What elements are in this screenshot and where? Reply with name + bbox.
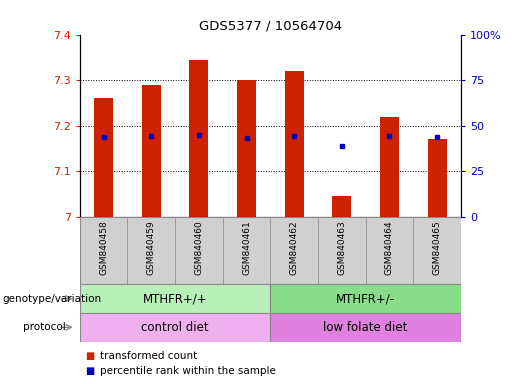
Bar bbox=[237, 80, 256, 217]
Bar bbox=[80, 217, 128, 284]
Text: GSM840460: GSM840460 bbox=[195, 220, 203, 275]
Bar bbox=[366, 217, 413, 284]
Bar bbox=[270, 313, 461, 342]
Bar bbox=[190, 60, 209, 217]
Bar bbox=[270, 284, 461, 313]
Text: GSM840464: GSM840464 bbox=[385, 220, 394, 275]
Bar bbox=[380, 117, 399, 217]
Text: GSM840458: GSM840458 bbox=[99, 220, 108, 275]
Text: MTHFR+/+: MTHFR+/+ bbox=[143, 292, 208, 305]
Bar bbox=[332, 197, 351, 217]
Text: GSM840463: GSM840463 bbox=[337, 220, 346, 275]
Bar bbox=[175, 217, 222, 284]
Text: control diet: control diet bbox=[141, 321, 209, 334]
Text: GSM840465: GSM840465 bbox=[433, 220, 441, 275]
Bar bbox=[94, 98, 113, 217]
Bar bbox=[142, 85, 161, 217]
Text: genotype/variation: genotype/variation bbox=[3, 293, 101, 304]
Text: low folate diet: low folate diet bbox=[323, 321, 408, 334]
Text: ■: ■ bbox=[85, 351, 94, 361]
Text: percentile rank within the sample: percentile rank within the sample bbox=[100, 366, 277, 376]
Bar bbox=[128, 217, 175, 284]
Bar bbox=[270, 217, 318, 284]
Bar bbox=[80, 284, 270, 313]
Bar bbox=[413, 217, 461, 284]
Bar bbox=[80, 313, 270, 342]
Text: ■: ■ bbox=[85, 366, 94, 376]
Title: GDS5377 / 10564704: GDS5377 / 10564704 bbox=[199, 19, 342, 32]
Text: GSM840461: GSM840461 bbox=[242, 220, 251, 275]
Text: GSM840462: GSM840462 bbox=[290, 220, 299, 275]
Bar bbox=[285, 71, 304, 217]
Bar bbox=[427, 139, 447, 217]
Bar bbox=[222, 217, 270, 284]
Text: protocol: protocol bbox=[23, 322, 66, 333]
Text: GSM840459: GSM840459 bbox=[147, 220, 156, 275]
Text: MTHFR+/-: MTHFR+/- bbox=[336, 292, 395, 305]
Text: transformed count: transformed count bbox=[100, 351, 198, 361]
Bar bbox=[318, 217, 366, 284]
